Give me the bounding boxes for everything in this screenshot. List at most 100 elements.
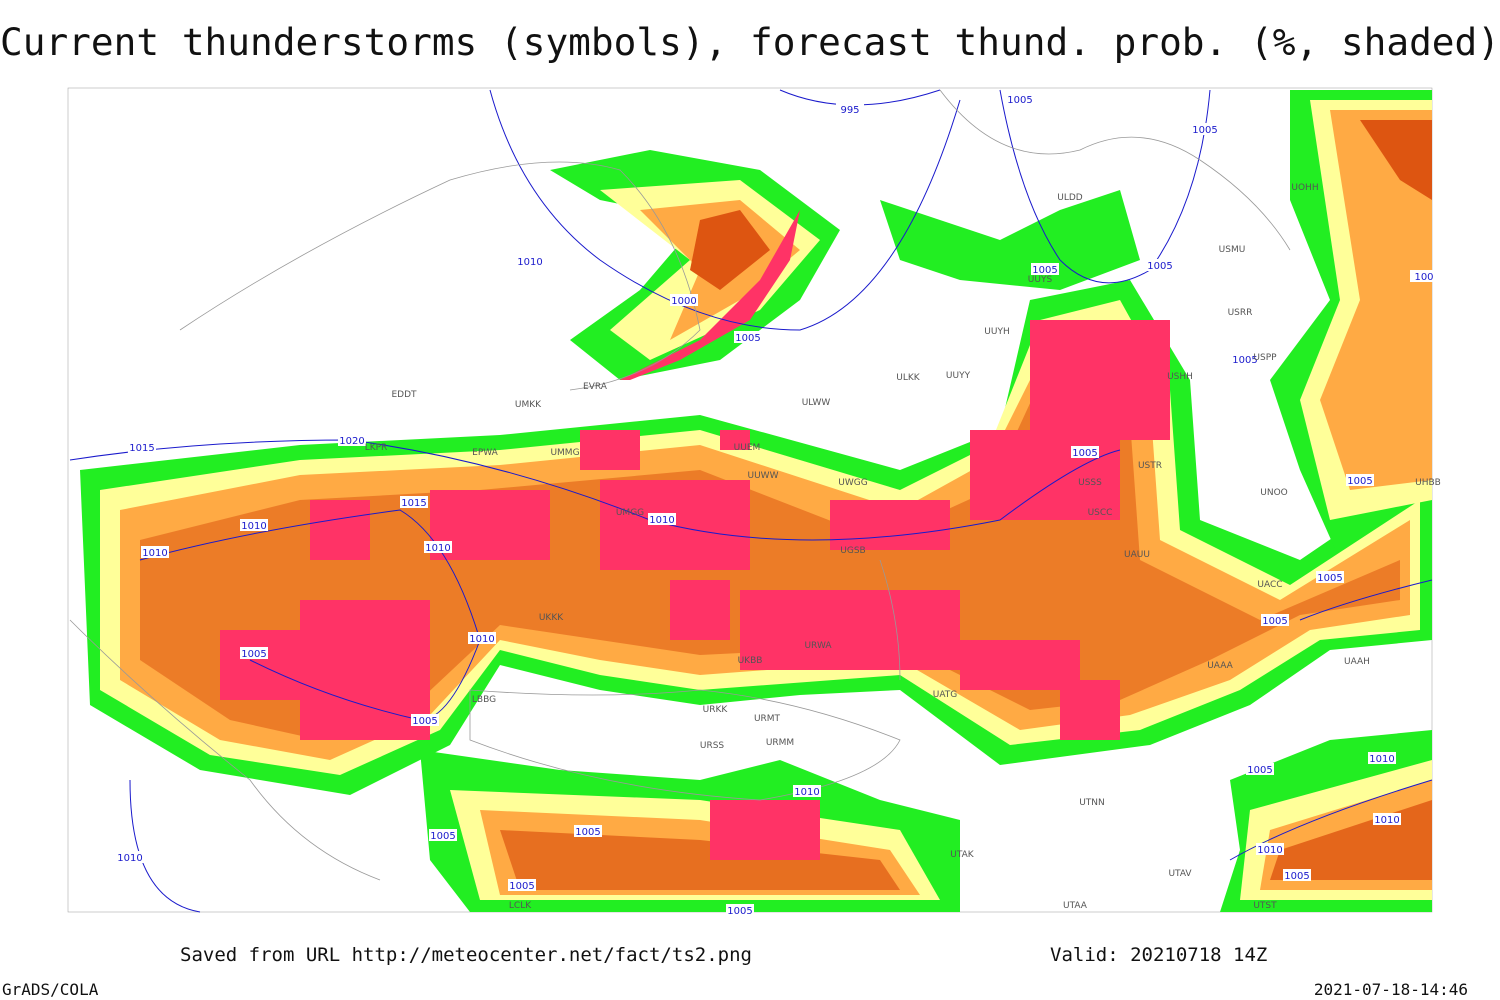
station-label: USRR: [1228, 308, 1253, 318]
station-label: UACC: [1257, 580, 1282, 590]
isobar-label-bg: [670, 294, 698, 306]
isobar-label-bg: [240, 647, 268, 659]
isobar-label: 1010: [117, 853, 142, 864]
isobars: [69, 89, 1433, 913]
isobar-label-bg: [1316, 571, 1344, 583]
station-label: ULKK: [896, 373, 921, 383]
station-label: LKPR: [365, 443, 388, 453]
isobar-label: 1005: [575, 827, 600, 838]
isobar-label-bg: [648, 513, 676, 525]
isobar-label: 1010: [469, 634, 494, 645]
isobar-label-bg: [1031, 263, 1059, 275]
station-label: EPWA: [472, 448, 499, 458]
station-label: UATG: [933, 690, 958, 700]
isobar-label-bg: [424, 541, 452, 553]
station-label: USHH: [1167, 372, 1193, 382]
title: Current thunderstorms (symbols), forecas…: [0, 21, 1500, 64]
isobar-label: 1005: [1072, 448, 1097, 459]
isobar-label-bg: [793, 785, 821, 797]
isobar-label-bg: [400, 496, 428, 508]
isobar-label: 1005: [430, 831, 455, 842]
station-label: UTAA: [1063, 901, 1088, 911]
isobar-label-bg: [1346, 474, 1374, 486]
isobar-label-bg: [574, 825, 602, 837]
station-label: UUEM: [734, 443, 761, 453]
station-label: UAAH: [1344, 657, 1370, 667]
isobar-label: 1005: [241, 649, 266, 660]
station-label: USMU: [1219, 245, 1246, 255]
isobar-label: 1005: [1347, 476, 1372, 487]
isobar-label: 1010: [1374, 815, 1399, 826]
station-label: UNOO: [1260, 488, 1288, 498]
station-label: UMMG: [550, 448, 579, 458]
station-label: LBBG: [472, 695, 496, 705]
isobar-labels: 995 1005 1005 1010 1000 1005 1005 1005 1005 1015 1…: [116, 93, 1438, 917]
software: GrADS/COLA: [2, 980, 99, 999]
coastlines: [69, 89, 1291, 881]
isobar-label: 1010: [649, 515, 674, 526]
isobar-label-bg: [508, 879, 536, 891]
isobar-label-bg: [128, 441, 156, 453]
isobar-label: 1010: [425, 543, 450, 554]
isobar-label: 1005: [1232, 355, 1257, 366]
station-label: EDDT: [391, 390, 417, 400]
station-label: UTAV: [1168, 869, 1192, 879]
station-label: USSS: [1078, 478, 1102, 488]
isobar-label: 1005: [1262, 616, 1287, 627]
isobar-label-bg: [516, 255, 544, 267]
isobar-label: 1020: [339, 436, 364, 447]
station-label: UTNN: [1079, 798, 1105, 808]
isobar-label: 1000: [671, 296, 696, 307]
timestamp: 2021-07-18-14:46: [1314, 980, 1468, 999]
isobar-label-bg: [1373, 813, 1401, 825]
isobar-label: 1010: [1257, 845, 1282, 856]
isobar-label-bg: [468, 632, 496, 644]
isobar-label-bg: [1146, 259, 1174, 271]
station-label: EVRA: [583, 382, 608, 392]
isobar-label-bg: [1256, 843, 1284, 855]
isobar-label-bg: [1410, 270, 1438, 282]
station-label: UUYY: [946, 371, 971, 381]
isobar-label: 1015: [129, 443, 154, 454]
station-label: USCC: [1088, 508, 1113, 518]
isobar-label-bg: [1191, 123, 1219, 135]
isobar-label-bg: [1283, 869, 1311, 881]
isobar-label-bg: [1261, 614, 1289, 626]
isobar-label-bg: [1006, 93, 1034, 105]
isobar-label-bg: [1071, 446, 1099, 458]
station-label: UGSB: [840, 546, 865, 556]
station-label: UUYS: [1028, 275, 1053, 285]
station-label: UKKK: [539, 613, 564, 623]
station-label: ULWW: [802, 398, 831, 408]
station-label: UKBB: [738, 656, 763, 666]
isobar-label: 1005: [1247, 765, 1272, 776]
saved-url: Saved from URL http://meteocenter.net/fa…: [180, 944, 752, 966]
isobar-label: 100: [1414, 272, 1433, 283]
map: 995 1005 1005 1010 1000 1005 1005 1005 1005 1015 1…: [67, 87, 1441, 917]
station-label: UAUU: [1124, 550, 1150, 560]
isobar-label-bg: [836, 103, 864, 115]
isobar-label: 1005: [735, 333, 760, 344]
isobar-label: 1010: [1369, 754, 1394, 765]
isobar-label-bg: [1231, 353, 1259, 365]
station-label: UMGG: [616, 508, 644, 518]
isobar-label-bg: [240, 519, 268, 531]
station-label: UHBB: [1415, 478, 1441, 488]
isobar-label: 1010: [142, 548, 167, 559]
station-label: URMM: [766, 738, 794, 748]
station-label: UUYH: [984, 327, 1009, 337]
isobar-label: 1010: [241, 521, 266, 532]
station-label: URWA: [804, 641, 832, 651]
station-label: UOHH: [1291, 183, 1318, 193]
isobar-label-bg: [1246, 763, 1274, 775]
isobar-label-bg: [116, 851, 144, 863]
isobar-label: 1005: [509, 881, 534, 892]
station-label: UAAA: [1207, 661, 1233, 671]
isobar-label: 1010: [794, 787, 819, 798]
station-label: USPP: [1253, 353, 1277, 363]
isobar-label-bg: [338, 434, 366, 446]
station-labels: ULDD USMU UUYS UUYH USRR ULKK UUYY ULWW EDDT EVRA…: [365, 183, 1441, 911]
isobar-label: 1005: [1192, 125, 1217, 136]
station-label: UTST: [1253, 901, 1277, 911]
